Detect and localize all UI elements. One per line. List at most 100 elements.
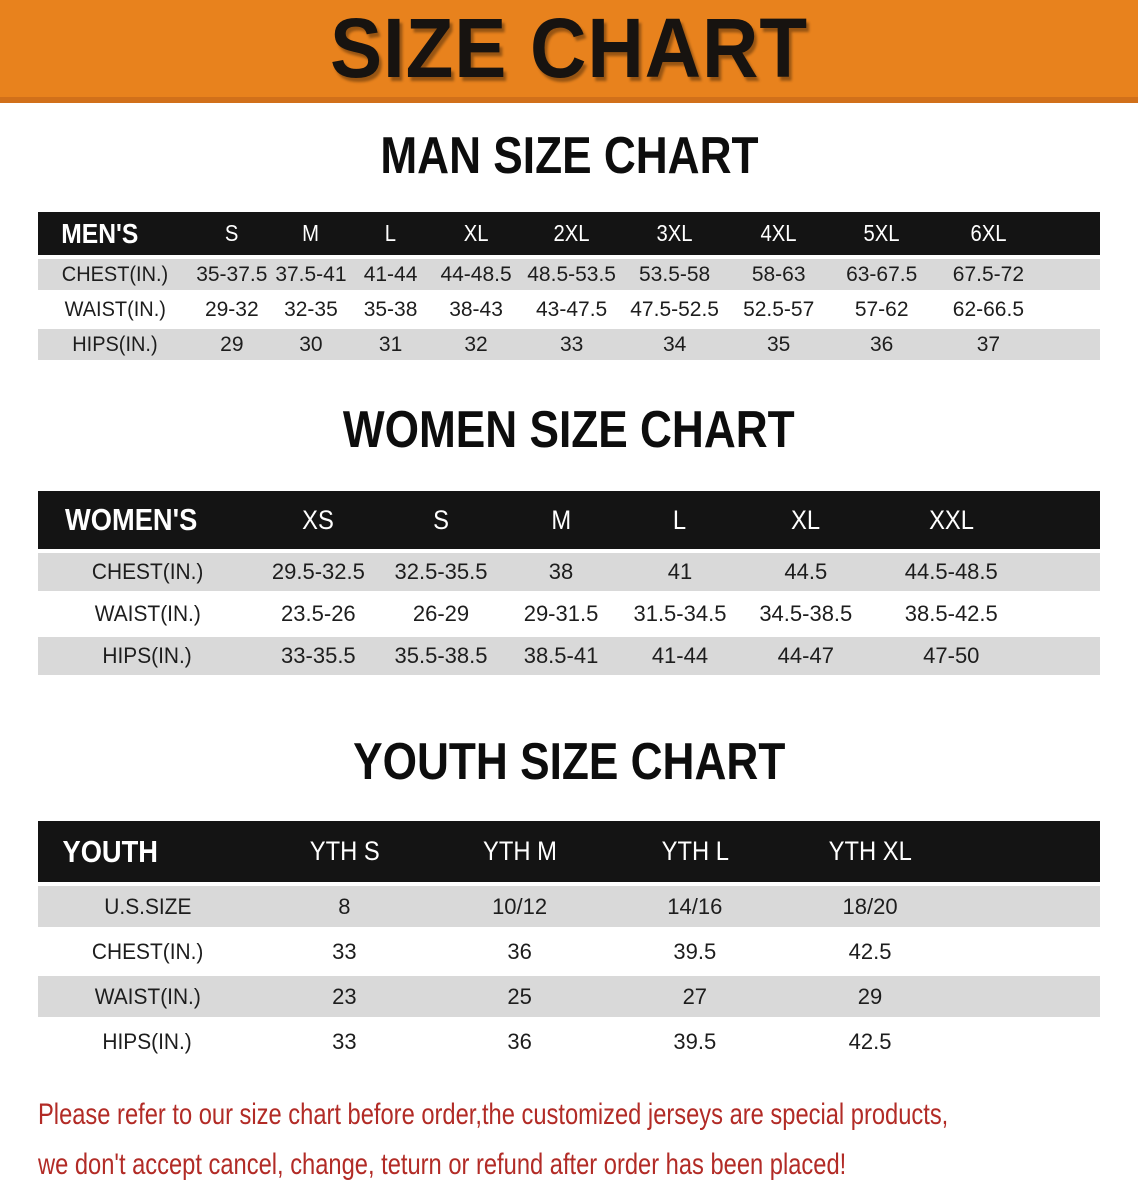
disclaimer-note: Please refer to our size chart before or… xyxy=(38,1090,1100,1190)
size-value: 43-47.5 xyxy=(521,294,623,325)
size-value: 33 xyxy=(521,329,623,360)
size-value: 44-47 xyxy=(739,637,872,675)
size-value: 37.5-41 xyxy=(271,259,351,290)
men-heading-text: MAN SIZE CHART xyxy=(379,127,759,185)
size-value: 47-50 xyxy=(871,637,1031,675)
row-label: HIPS(IN.) xyxy=(38,329,192,360)
youth-col-header-m: YTH M xyxy=(431,821,608,882)
size-value: 44.5-48.5 xyxy=(871,553,1031,591)
row-label: CHEST(IN.) xyxy=(38,259,192,290)
disclaimer-line-2: we don't accept cancel, change, teturn o… xyxy=(38,1148,847,1181)
size-value: 44.5 xyxy=(739,553,872,591)
size-value: 31.5-34.5 xyxy=(619,595,740,633)
size-value: 23.5-26 xyxy=(256,595,380,633)
men-section-heading: MAN SIZE CHART xyxy=(0,126,1138,186)
size-value: 48.5-53.5 xyxy=(521,259,623,290)
size-value: 39.5 xyxy=(607,931,783,972)
men-col-header-xl: XL xyxy=(430,212,522,255)
row-label: CHEST(IN.) xyxy=(38,931,257,972)
table-row: CHEST(IN.) 33 36 39.5 42.5 xyxy=(38,931,1100,972)
women-size-table: WOMEN'S XS S M L XL XXL CHEST(IN.) 29.5-… xyxy=(38,487,1100,679)
size-value: 42.5 xyxy=(782,931,958,972)
table-row: U.S.SIZE 8 10/12 14/16 18/20 xyxy=(38,886,1100,927)
size-value: 23 xyxy=(256,976,432,1017)
size-value: 18/20 xyxy=(782,886,958,927)
spacer-cell xyxy=(1043,294,1100,325)
size-value: 36 xyxy=(830,329,934,360)
men-table-title: MEN'S xyxy=(38,212,192,255)
spacer-cell xyxy=(957,886,1100,927)
size-value: 33 xyxy=(256,1021,432,1062)
size-value: 29 xyxy=(782,976,958,1017)
youth-heading-text: YOUTH SIZE CHART xyxy=(352,733,786,791)
spacer-cell xyxy=(1043,259,1100,290)
youth-section-heading: YOUTH SIZE CHART xyxy=(0,732,1138,792)
size-value: 32 xyxy=(430,329,522,360)
size-value: 38 xyxy=(502,553,620,591)
row-label: HIPS(IN.) xyxy=(38,637,257,675)
table-row: WAIST(IN.) 23 25 27 29 xyxy=(38,976,1100,1017)
women-col-header-m: M xyxy=(502,491,620,549)
size-chart-banner: SIZE CHART xyxy=(0,0,1138,103)
size-value: 34 xyxy=(622,329,728,360)
table-row: HIPS(IN.) 33-35.5 35.5-38.5 38.5-41 41-4… xyxy=(38,637,1100,675)
women-heading-text: WOMEN SIZE CHART xyxy=(343,401,795,459)
spacer-cell xyxy=(1043,329,1100,360)
spacer-cell xyxy=(957,821,1100,882)
size-value: 41 xyxy=(619,553,740,591)
spacer-cell xyxy=(1030,595,1100,633)
size-value: 57-62 xyxy=(830,294,934,325)
size-value: 37 xyxy=(933,329,1044,360)
size-value: 30 xyxy=(271,329,351,360)
size-value: 41-44 xyxy=(619,637,740,675)
size-value: 36 xyxy=(431,1021,608,1062)
table-row: WAIST(IN.) 29-32 32-35 35-38 38-43 43-47… xyxy=(38,294,1100,325)
size-value: 41-44 xyxy=(350,259,431,290)
size-value: 33 xyxy=(256,931,432,972)
size-value: 29-32 xyxy=(192,294,272,325)
row-label: HIPS(IN.) xyxy=(38,1021,257,1062)
size-value: 8 xyxy=(256,886,432,927)
men-col-header-l: L xyxy=(350,212,431,255)
size-value: 31 xyxy=(350,329,431,360)
banner-title: SIZE CHART xyxy=(329,1,809,95)
youth-col-header-xl: YTH XL xyxy=(782,821,958,882)
size-value: 27 xyxy=(607,976,783,1017)
women-col-header-l: L xyxy=(619,491,740,549)
size-value: 29-31.5 xyxy=(502,595,620,633)
men-col-header-4xl: 4XL xyxy=(727,212,831,255)
size-value: 33-35.5 xyxy=(256,637,380,675)
size-value: 10/12 xyxy=(431,886,608,927)
table-row: HIPS(IN.) 29 30 31 32 33 34 35 36 37 xyxy=(38,329,1100,360)
youth-col-header-l: YTH L xyxy=(607,821,783,882)
men-col-header-m: M xyxy=(271,212,351,255)
row-label: CHEST(IN.) xyxy=(38,553,257,591)
table-row: WAIST(IN.) 23.5-26 26-29 29-31.5 31.5-34… xyxy=(38,595,1100,633)
size-value: 38.5-42.5 xyxy=(871,595,1031,633)
men-header-row: MEN'S S M L XL 2XL 3XL 4XL 5XL 6XL xyxy=(38,212,1100,255)
size-value: 25 xyxy=(431,976,608,1017)
youth-col-header-s: YTH S xyxy=(256,821,432,882)
women-col-header-xl: XL xyxy=(739,491,872,549)
size-value: 29.5-32.5 xyxy=(256,553,380,591)
row-label: WAIST(IN.) xyxy=(38,294,192,325)
size-value: 62-66.5 xyxy=(933,294,1044,325)
spacer-cell xyxy=(957,976,1100,1017)
men-col-header-2xl: 2XL xyxy=(521,212,623,255)
size-value: 26-29 xyxy=(379,595,503,633)
size-value: 34.5-38.5 xyxy=(739,595,872,633)
row-label: WAIST(IN.) xyxy=(38,976,257,1017)
row-label: U.S.SIZE xyxy=(38,886,257,927)
size-value: 52.5-57 xyxy=(727,294,831,325)
size-value: 67.5-72 xyxy=(933,259,1044,290)
size-value: 63-67.5 xyxy=(830,259,934,290)
spacer-cell xyxy=(1030,553,1100,591)
women-table-title: WOMEN'S xyxy=(38,491,257,549)
size-value: 44-48.5 xyxy=(430,259,522,290)
size-value: 32.5-35.5 xyxy=(379,553,503,591)
size-value: 39.5 xyxy=(607,1021,783,1062)
men-col-header-6xl: 6XL xyxy=(933,212,1044,255)
size-value: 47.5-52.5 xyxy=(622,294,728,325)
spacer-cell xyxy=(1043,212,1100,255)
size-value: 42.5 xyxy=(782,1021,958,1062)
